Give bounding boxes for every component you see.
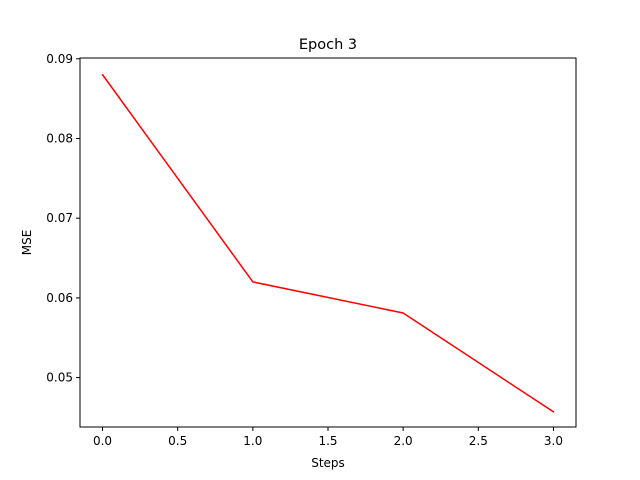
x-tick-label: 1.0 [243,434,262,448]
y-tick-label: 0.05 [46,371,73,385]
y-tick-label: 0.09 [46,52,73,66]
y-axis-ticks: 0.05 0.06 0.07 0.08 0.09 [46,52,80,385]
y-tick-label: 0.06 [46,291,73,305]
x-axis-ticks: 0.0 0.5 1.0 1.5 2.0 2.5 3.0 [93,427,563,448]
x-tick-label: 2.5 [469,434,488,448]
x-axis-label: Steps [311,456,345,470]
x-tick-label: 0.0 [93,434,112,448]
chart-title: Epoch 3 [299,37,357,53]
y-tick-label: 0.08 [46,131,73,145]
series-line-0 [101,73,555,413]
x-tick-label: 2.0 [394,434,413,448]
x-tick-label: 0.5 [168,434,187,448]
y-tick-label: 0.07 [46,211,73,225]
plot-area [101,73,555,413]
y-axis-label: MSE [20,230,34,256]
x-tick-label: 1.5 [318,434,337,448]
x-tick-label: 3.0 [544,434,563,448]
